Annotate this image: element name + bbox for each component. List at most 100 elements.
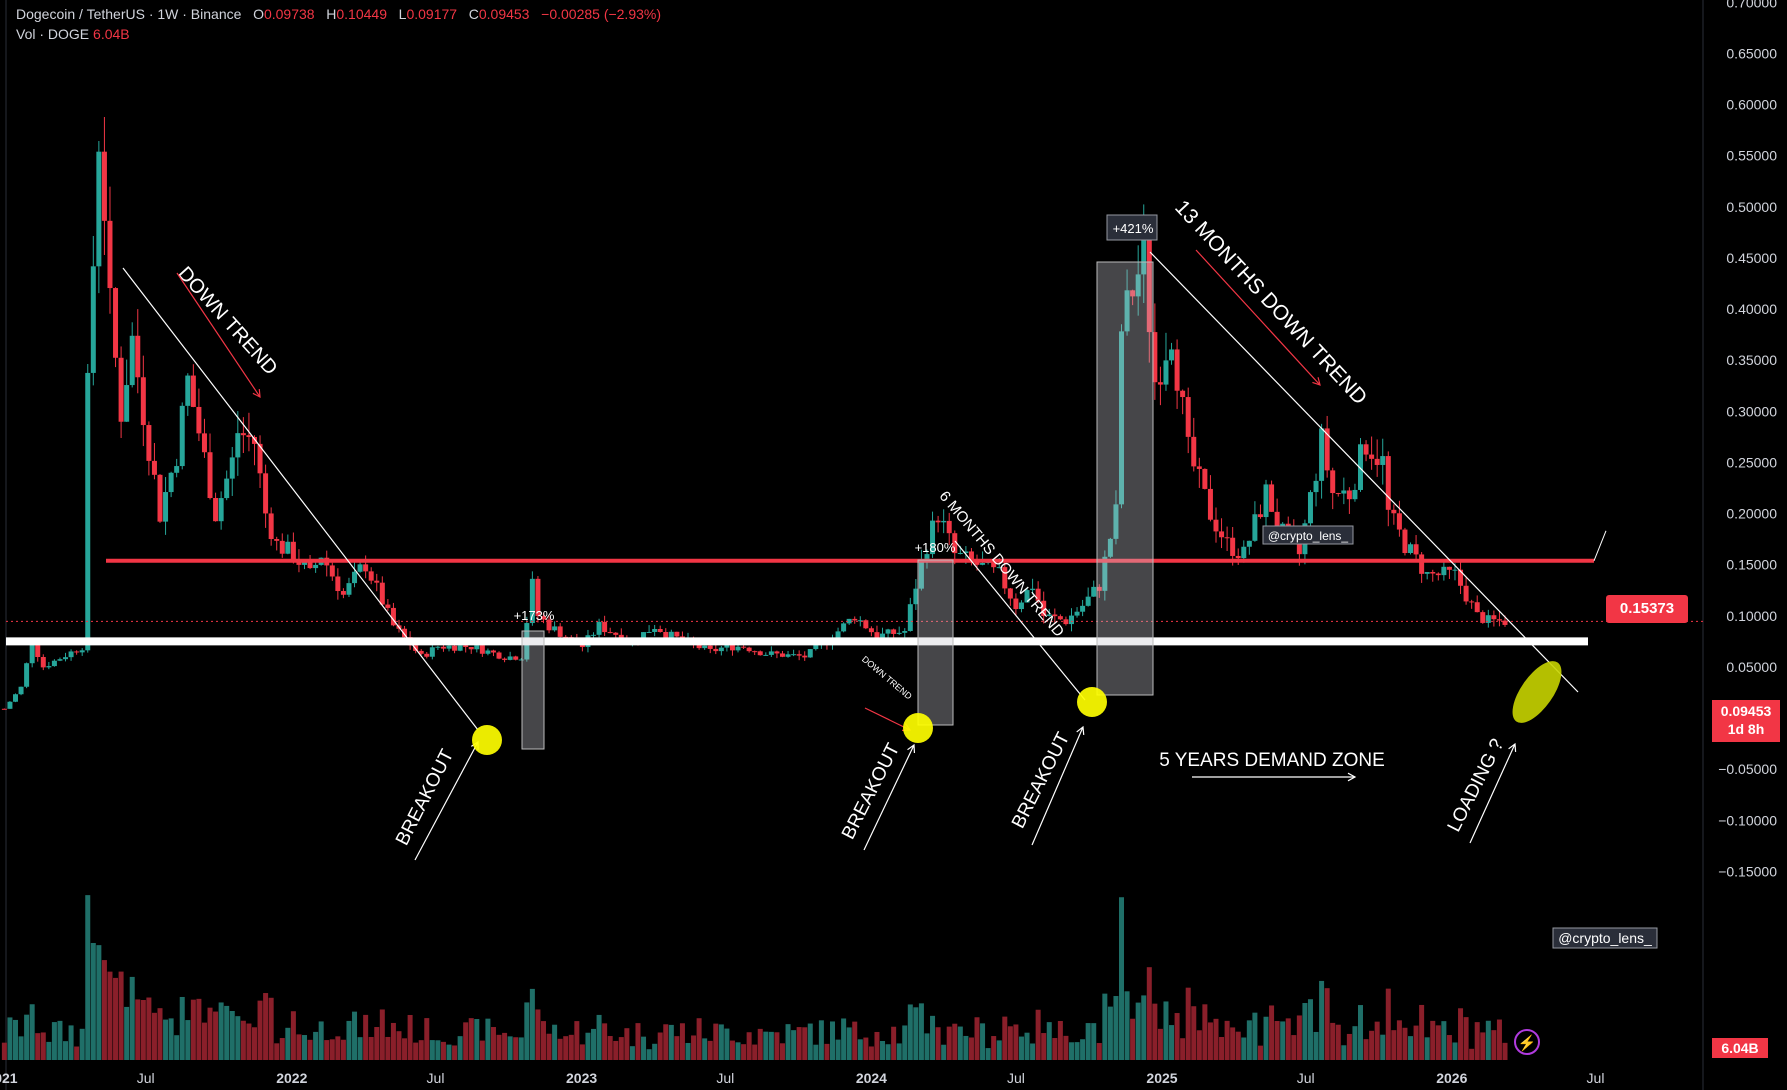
volume-bar <box>1430 1020 1436 1060</box>
candle-body <box>891 629 897 634</box>
time-tick-label: Jul <box>1297 1070 1315 1086</box>
candle-body <box>263 473 269 514</box>
volume-bar <box>1141 995 1147 1060</box>
volume-bar <box>535 1009 541 1060</box>
candle-body <box>1107 538 1113 557</box>
volume-bar <box>213 1011 219 1060</box>
candle-body <box>1124 290 1130 332</box>
candle-body <box>641 632 647 642</box>
resistance-price-label[interactable]: 0.15373 <box>1606 595 1688 623</box>
candle-body <box>1041 600 1047 617</box>
candle-body <box>274 539 280 541</box>
trendline-2024 <box>954 540 1086 701</box>
candle-body <box>1335 493 1341 495</box>
volume-bar <box>296 1034 302 1060</box>
volume-bar <box>796 1027 802 1060</box>
volume-bar <box>190 999 196 1060</box>
volume-bar <box>1402 1027 1408 1060</box>
candle-body <box>1024 590 1030 603</box>
candle-body <box>924 554 930 562</box>
candle-body <box>529 578 535 624</box>
volume-bar <box>1313 1031 1319 1060</box>
time-tick-label: 2021 <box>0 1070 18 1086</box>
volume-bar <box>718 1024 724 1060</box>
volume-bar <box>363 1014 369 1060</box>
candle-body <box>1280 523 1286 526</box>
candle-body <box>379 582 385 605</box>
volume-bar <box>563 1036 569 1060</box>
candle-body <box>935 520 941 523</box>
demand-zone-label: 5 YEARS DEMAND ZONE <box>1159 750 1385 771</box>
volume-bar <box>1169 1025 1175 1060</box>
breakout-marker-1 <box>472 725 502 755</box>
candle-body <box>591 634 597 636</box>
volume-bar <box>496 1034 502 1060</box>
time-tick-label: Jul <box>716 1070 734 1086</box>
candle-body <box>1002 567 1008 589</box>
volume-bar <box>1130 1018 1136 1060</box>
price-tick-label: 0.10000 <box>1726 608 1777 624</box>
candle-body <box>224 478 230 499</box>
price-tick-label: 0.15000 <box>1726 557 1777 573</box>
candle-body <box>107 220 113 289</box>
volume-bar <box>140 1000 146 1060</box>
candle-body <box>507 656 513 660</box>
down-trend-arrow-head <box>252 388 261 399</box>
volume-bar <box>974 1017 980 1060</box>
volume-bar <box>668 1024 674 1060</box>
volume-bar <box>396 1031 402 1060</box>
candle-body <box>774 651 780 654</box>
volume-bar <box>368 1037 374 1060</box>
candle-body <box>290 541 296 561</box>
candle-body <box>1096 586 1102 591</box>
price-tick-label: 0.70000 <box>1726 0 1777 10</box>
volume-bar <box>663 1024 669 1060</box>
volume-bar <box>585 1032 591 1060</box>
candle-body <box>729 643 735 651</box>
price-tick-label: 0.25000 <box>1726 454 1777 470</box>
breakout-label-2-arrow-head <box>907 743 916 754</box>
candle-body <box>51 660 57 667</box>
candle-body <box>1330 470 1336 494</box>
candle-body <box>668 631 674 638</box>
candle-body <box>135 335 141 378</box>
candle-body <box>1319 428 1325 481</box>
volume-bar <box>268 997 274 1060</box>
candle-body <box>1235 555 1241 559</box>
candle-body <box>101 151 107 221</box>
candle-body <box>913 588 919 605</box>
time-axis[interactable]: 2021 Jul 2022 Jul 2023 Jul 2024 Jul 2025 Jul 2026 J… <box>0 1070 1604 1086</box>
candle-body <box>251 437 257 444</box>
volume-bar <box>852 1021 858 1060</box>
volume-bar <box>435 1040 441 1060</box>
volume-bar <box>18 1036 24 1060</box>
candle-body <box>941 520 947 523</box>
candle-body <box>74 651 80 653</box>
volume-bar <box>546 1033 552 1060</box>
volume-bar <box>346 1020 352 1060</box>
candle-body <box>1102 556 1108 591</box>
volume-bar <box>1002 1016 1008 1060</box>
candle-body <box>1408 544 1414 554</box>
volume-bar <box>1241 1037 1247 1060</box>
candle-body <box>85 372 91 651</box>
candle-body <box>1135 274 1141 297</box>
candle-body <box>1057 616 1063 620</box>
candle-body <box>207 452 213 498</box>
volume-bar <box>880 1040 886 1060</box>
candle-body <box>1313 480 1319 493</box>
volume-bar <box>1441 1021 1447 1060</box>
volume-bar <box>90 942 96 1060</box>
price-axis[interactable]: 0.70000 0.65000 0.60000 0.55000 0.50000 0.450… <box>1718 0 1777 879</box>
candle-body <box>279 540 285 554</box>
volume-bar <box>763 1031 769 1060</box>
volume-bar <box>1041 1033 1047 1060</box>
candle-body <box>1085 596 1091 606</box>
candle-body <box>168 472 174 493</box>
candle-body <box>1141 238 1147 275</box>
candle-body <box>885 629 891 634</box>
candle-body <box>1063 619 1069 625</box>
volume-bar <box>957 1026 963 1060</box>
volume-bar <box>74 1046 80 1060</box>
